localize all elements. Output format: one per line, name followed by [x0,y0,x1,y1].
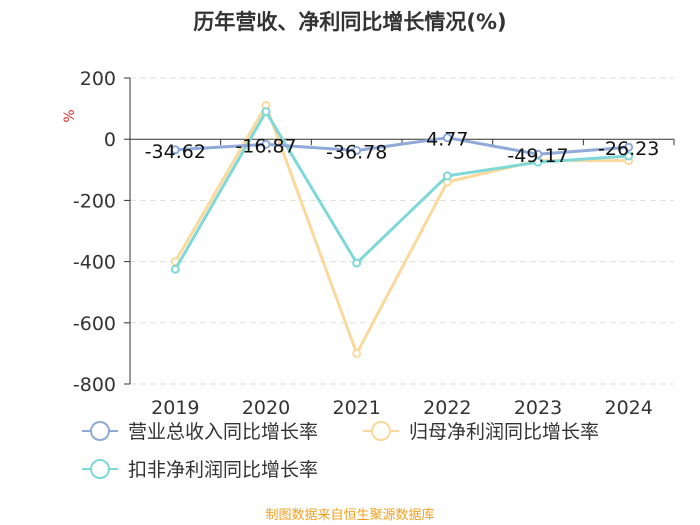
x-tick-label: 2019 [151,397,199,419]
data-point[interactable] [352,348,362,358]
data-label: -26.23 [598,138,659,160]
x-tick-label: 2024 [604,397,652,419]
x-tick-label: 2020 [242,397,290,419]
data-point[interactable] [624,151,634,161]
y-tick-label: -800 [73,374,116,396]
legend-item-3[interactable]: 扣非净利润同比增长率 [82,459,318,481]
series-line [173,110,629,271]
data-point[interactable] [170,145,180,155]
x-tick-labels: 2019 2020 2021 2022 2023 2024 [151,397,653,419]
data-label: 4.77 [426,129,468,151]
data-point[interactable] [261,139,271,149]
y-axis-unit: % [62,109,78,122]
y-tick-labels: 200 0 -200 -400 -600 -800 [73,68,116,396]
legend-marker-icon [371,421,391,441]
data-label: -34.62 [145,141,206,163]
series-1 [170,133,634,159]
legend-label: 扣非净利润同比增长率 [128,459,318,481]
grid-lines [130,77,674,385]
y-tick-label: 0 [104,129,116,151]
data-point[interactable] [261,107,271,117]
series-3 [170,107,634,274]
legend-label: 归母净利润同比增长率 [409,421,599,443]
chart-title: 历年营收、净利同比增长情况(%) [193,10,506,34]
y-tick-label: 200 [80,68,116,90]
axes [124,77,675,385]
legend-label: 营业总收入同比增长率 [128,421,318,443]
x-tick-label: 2021 [332,397,380,419]
source-note: 制图数据来自恒生聚源数据库 [265,507,434,523]
y-tick-label: -600 [73,313,116,335]
series [170,101,634,358]
data-point[interactable] [442,171,452,181]
data-point[interactable] [442,133,452,143]
data-labels: -34.62 -16.87 -36.78 4.77 -49.17 -26.23 [145,129,660,168]
series-line [175,136,629,156]
data-point[interactable] [170,264,180,274]
data-label: -16.87 [235,135,296,157]
data-label: -36.78 [326,141,387,163]
data-point[interactable] [533,149,543,159]
legend-item-2[interactable]: 归母净利润同比增长率 [363,421,599,443]
legend-marker-icon [90,421,110,441]
y-tick-label: -400 [73,252,116,274]
y-tick-label: -200 [73,190,116,212]
legend-marker-icon [90,459,110,479]
data-point[interactable] [352,258,362,268]
x-tick-label: 2023 [514,397,562,419]
data-point[interactable] [352,145,362,155]
data-point[interactable] [624,142,634,152]
legend-item-1[interactable]: 营业总收入同比增长率 [82,421,318,443]
x-tick-label: 2022 [423,397,471,419]
data-label: -49.17 [507,145,568,167]
